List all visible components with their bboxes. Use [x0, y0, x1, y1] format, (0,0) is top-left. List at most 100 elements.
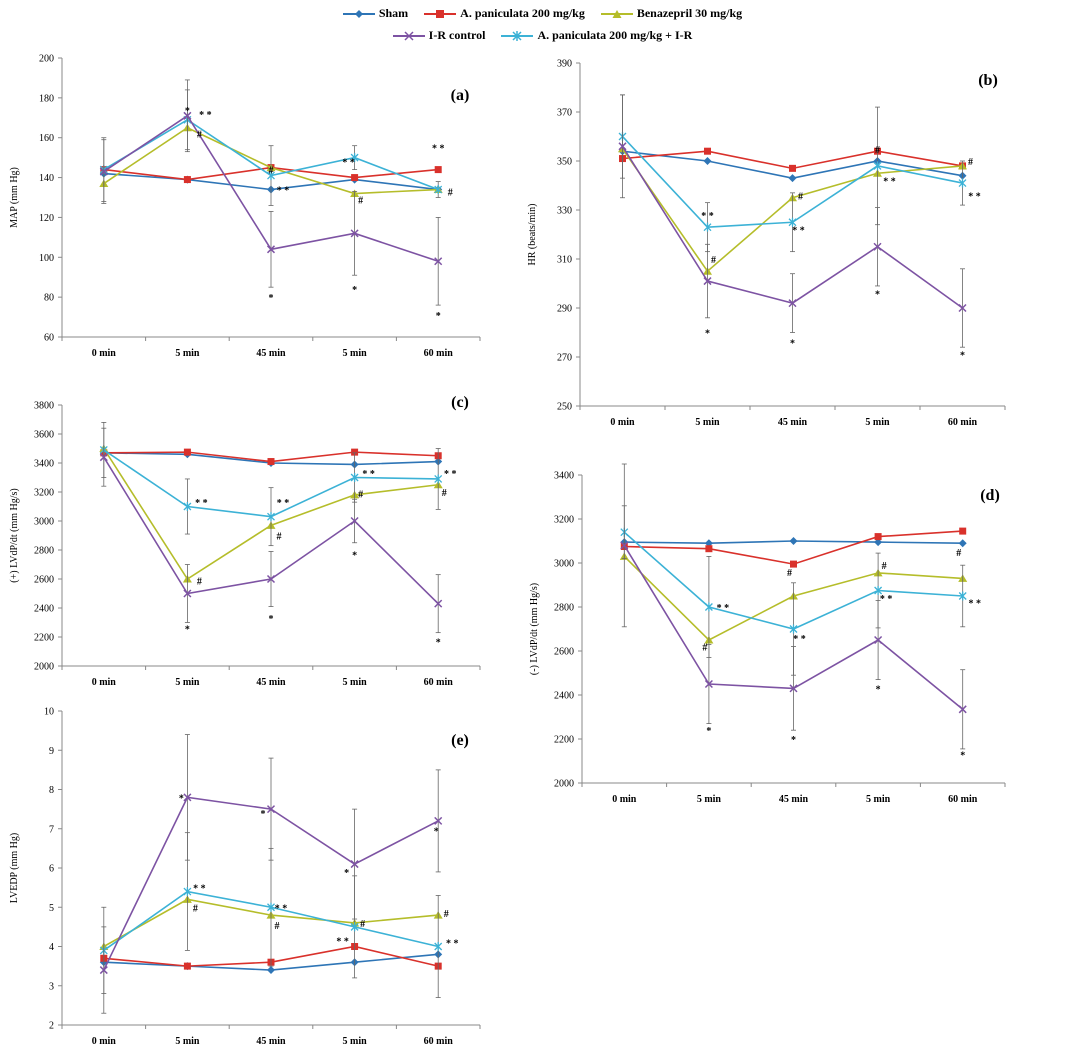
data-point-apir: [350, 922, 359, 932]
significance-mark: #: [711, 255, 716, 266]
significance-mark: *: [436, 311, 441, 322]
data-point-ir: [266, 805, 276, 814]
legend-swatch-ir: [392, 30, 425, 41]
panel-label: (b): [978, 72, 998, 89]
significance-mark: *: [179, 793, 184, 804]
significance-mark: * *: [275, 903, 288, 914]
y-tick-label: 3200: [34, 488, 54, 499]
y-tick-label: 120: [39, 213, 54, 224]
data-point-ir: [873, 242, 882, 251]
significance-mark: *: [352, 285, 357, 296]
x-tick-label: 60 min: [424, 677, 454, 688]
significance-mark: * *: [199, 110, 212, 121]
y-tick-label: 290: [557, 304, 572, 315]
data-point-sham: [958, 539, 967, 548]
y-tick-label: 350: [557, 157, 572, 168]
significance-mark: #: [875, 145, 880, 156]
data-point-ap: [351, 448, 359, 456]
x-tick-label: 45 min: [256, 348, 286, 359]
data-point-ap: [434, 166, 442, 174]
significance-mark: * *: [362, 469, 375, 480]
data-point-ir: [99, 167, 108, 176]
data-point-ap: [267, 458, 275, 466]
legend-swatch-apir: [501, 30, 534, 41]
significance-mark: * *: [717, 603, 730, 614]
x-tick-label: 5 min: [695, 417, 720, 428]
significance-mark: #: [193, 903, 198, 914]
data-point-ir: [788, 299, 797, 308]
data-point-apir: [350, 473, 359, 482]
significance-mark: * *: [336, 937, 349, 948]
series-sham: [620, 537, 967, 548]
x-tick-label: 60 min: [424, 348, 454, 359]
x-tick-label: 0 min: [92, 1036, 117, 1047]
x-tick-label: 5 min: [175, 677, 200, 688]
y-tick-label: 2600: [554, 647, 574, 658]
panel-label: (a): [451, 87, 470, 104]
significance-mark: #: [275, 921, 280, 932]
legend-item-apir: A. paniculata 200 mg/kg + I-R: [501, 28, 692, 43]
x-tick-label: 45 min: [256, 1036, 286, 1047]
data-point-ir: [620, 541, 629, 550]
data-point-ap: [704, 147, 711, 155]
significance-mark: #: [277, 532, 282, 543]
y-tick-label: 2000: [34, 662, 54, 673]
y-tick-label: 330: [557, 206, 572, 217]
data-point-apir: [267, 512, 275, 522]
data-point-apir: [788, 217, 797, 227]
significance-mark: *: [185, 106, 190, 117]
significance-mark: * *: [968, 599, 981, 610]
significance-mark: #: [197, 130, 202, 141]
panel-label: (e): [451, 732, 469, 749]
data-point-apir: [183, 502, 192, 511]
legend-swatch-ben: [600, 9, 633, 18]
y-tick-label: 3800: [34, 401, 54, 412]
significance-mark: *: [706, 726, 711, 737]
data-point-ap: [183, 176, 191, 184]
y-tick-label: 2000: [554, 779, 574, 790]
y-tick-label: 3200: [554, 515, 574, 526]
legend-item-ir: I-R control: [392, 28, 485, 43]
data-point-ap: [790, 560, 797, 568]
data-point-ir: [434, 816, 443, 825]
series-ir: [99, 79, 443, 306]
data-point-sham: [703, 157, 712, 165]
data-point-sham: [788, 174, 797, 183]
legend-item-ben: Benazepril 30 mg/kg: [600, 6, 742, 21]
data-point-ir: [350, 229, 359, 238]
data-point-ir: [350, 860, 359, 869]
panel-label: (d): [980, 487, 1000, 504]
significance-mark: *: [352, 550, 357, 561]
x-tick-label: 5 min: [175, 1036, 200, 1047]
significance-mark: * *: [446, 939, 459, 950]
data-point-apir: [434, 474, 443, 484]
legend-label-ap: A. paniculata 200 mg/kg: [460, 6, 585, 20]
data-point-sham: [789, 537, 798, 545]
data-point-ap: [351, 174, 359, 182]
data-point-ir: [266, 245, 276, 254]
data-point-ir: [704, 679, 713, 689]
data-point-ir: [99, 966, 108, 975]
legend-swatch-ap: [424, 9, 457, 18]
series-ir: [99, 734, 443, 1014]
data-point-ir: [434, 257, 443, 266]
data-point-apir: [873, 161, 882, 171]
y-tick-label: 270: [557, 353, 572, 364]
data-point-ap: [183, 962, 191, 970]
significance-mark: #: [787, 568, 792, 579]
y-tick-label: 310: [557, 255, 572, 266]
data-point-ir: [874, 635, 883, 645]
y-tick-label: 80: [44, 293, 54, 304]
x-tick-label: 60 min: [948, 417, 978, 428]
series-apir: [99, 832, 443, 998]
significance-mark: #: [444, 909, 449, 920]
significance-mark: *: [185, 624, 190, 635]
y-tick-label: 3400: [554, 471, 574, 482]
significance-mark: #: [269, 166, 274, 177]
legend-row-2: I-R control A. paniculata 200 mg/kg + I-…: [0, 28, 1085, 43]
significance-mark: * *: [968, 191, 981, 202]
chart-legend: Sham A. paniculata 200 mg/kg Benazepril …: [0, 0, 1085, 50]
legend-label-apir: A. paniculata 200 mg/kg + I-R: [537, 28, 693, 42]
data-point-apir: [267, 171, 275, 181]
data-point-ir: [183, 793, 192, 802]
